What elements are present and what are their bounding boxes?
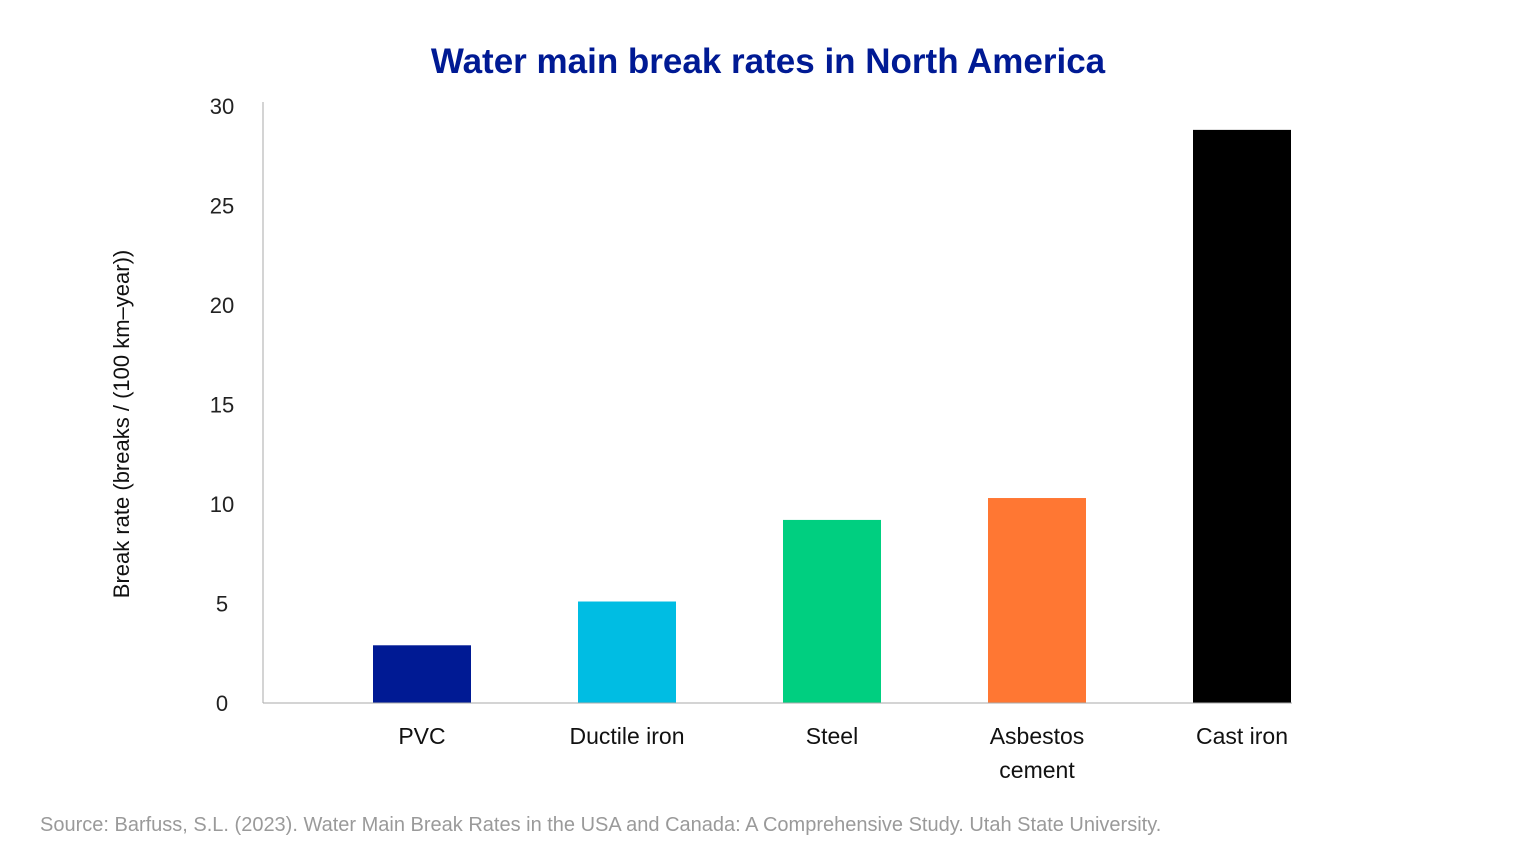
y-tick-label: 5: [216, 592, 228, 617]
bar-cast-iron: [1193, 129, 1291, 703]
y-axis-label: Break rate (breaks / (100 km–year)): [109, 250, 134, 598]
chart-title: Water main break rates in North America: [430, 42, 1106, 81]
x-tick-label: PVC: [398, 723, 445, 749]
bar-ductile-iron: [578, 601, 676, 703]
y-tick-label: 0: [216, 691, 228, 716]
y-tick-label: 15: [210, 393, 234, 418]
x-tick-label: Asbestos: [990, 723, 1085, 749]
bar-asbestos-cement: [988, 498, 1086, 703]
x-tick-label: Ductile iron: [569, 723, 684, 749]
source-note: Source: Barfuss, S.L. (2023). Water Main…: [40, 814, 1162, 836]
y-tick-label: 30: [210, 94, 234, 119]
bar-pvc: [373, 645, 471, 703]
y-tick-label: 10: [210, 492, 234, 517]
bar-steel: [783, 519, 881, 703]
x-tick-label: Cast iron: [1196, 723, 1288, 749]
x-tick-label: Steel: [806, 723, 858, 749]
y-tick-label: 20: [210, 293, 234, 318]
x-tick-label: cement: [999, 757, 1075, 783]
y-tick-label: 25: [210, 194, 234, 219]
